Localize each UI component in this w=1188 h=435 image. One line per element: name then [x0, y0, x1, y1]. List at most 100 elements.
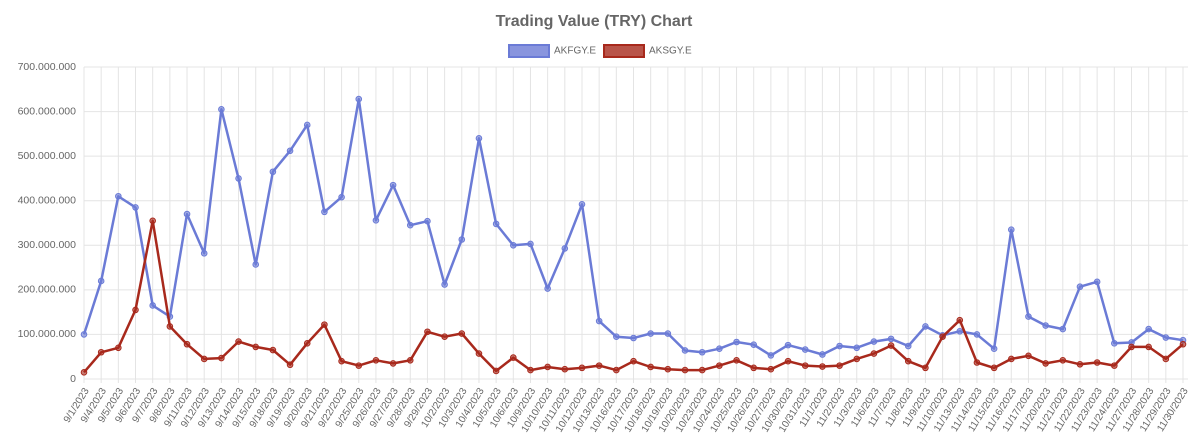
data-point: [716, 345, 723, 352]
data-point: [836, 342, 843, 350]
data-point: [1093, 278, 1101, 286]
y-tick-label: 0: [70, 373, 76, 385]
data-point: [904, 342, 912, 350]
y-tick-label: 600.000.000: [18, 105, 77, 117]
data-point: [1145, 343, 1152, 351]
data-point: [441, 333, 448, 340]
y-tick-label: 700.000.000: [18, 61, 77, 73]
data-point: [716, 362, 723, 369]
data-point: [561, 245, 569, 252]
data-point: [956, 328, 964, 335]
data-point: [235, 175, 242, 182]
data-point: [389, 360, 397, 367]
data-point: [1145, 325, 1152, 333]
data-point: [939, 333, 946, 340]
data-point: [252, 343, 260, 351]
data-point: [595, 317, 603, 325]
data-point: [853, 355, 861, 363]
data-point: [647, 330, 654, 337]
legend-swatch: [603, 44, 645, 58]
legend-label: AKFGY.E: [554, 46, 596, 57]
data-point: [1042, 360, 1049, 367]
data-point: [424, 328, 431, 336]
data-point: [733, 338, 740, 346]
data-point: [801, 346, 809, 353]
data-point: [1162, 334, 1170, 341]
data-point: [578, 200, 586, 208]
y-tick-label: 100.000.000: [18, 328, 77, 340]
data-point: [372, 356, 380, 364]
y-tick-label: 400.000.000: [18, 194, 77, 206]
data-point: [1128, 343, 1135, 351]
data-point: [321, 321, 328, 328]
data-point: [149, 217, 156, 225]
data-point: [1076, 360, 1084, 368]
data-point: [870, 338, 878, 345]
data-point: [441, 281, 448, 288]
data-point: [698, 348, 706, 356]
data-point: [767, 352, 775, 359]
data-point: [235, 338, 242, 345]
data-point: [1179, 340, 1187, 348]
data-point: [1025, 352, 1032, 360]
data-point: [887, 342, 895, 349]
data-point: [424, 217, 431, 225]
data-point: [973, 331, 981, 338]
data-point: [1093, 359, 1101, 366]
data-point: [1111, 340, 1118, 347]
data-point: [630, 357, 637, 365]
data-point: [509, 241, 517, 249]
data-point: [475, 135, 483, 142]
data-point: [389, 181, 397, 189]
data-point: [355, 362, 363, 369]
data-point: [578, 364, 586, 372]
data-point: [1042, 322, 1049, 329]
data-point: [544, 363, 551, 371]
data-point: [750, 364, 758, 372]
data-point: [819, 363, 826, 370]
data-point: [218, 354, 225, 362]
data-point: [801, 362, 809, 369]
data-point: [630, 334, 637, 342]
data-point: [733, 356, 740, 364]
data-point: [664, 365, 672, 373]
data-point: [372, 217, 380, 224]
data-point: [97, 348, 105, 356]
data-point: [115, 192, 122, 200]
data-point: [286, 147, 294, 155]
data-point: [132, 204, 139, 211]
data-point: [80, 369, 88, 376]
data-point: [492, 220, 500, 228]
data-point: [922, 323, 929, 330]
legend-label: AKSGY.E: [649, 46, 692, 57]
data-point: [132, 306, 139, 314]
data-point: [698, 366, 706, 374]
data-point: [475, 350, 483, 357]
data-point: [956, 316, 964, 324]
data-point: [1007, 355, 1015, 363]
data-point: [303, 340, 311, 347]
data-point: [836, 362, 843, 369]
data-point: [647, 363, 654, 371]
data-point: [595, 362, 603, 369]
legend-swatch: [508, 44, 550, 58]
data-point: [183, 210, 191, 218]
data-point: [973, 359, 981, 366]
data-point: [338, 357, 345, 365]
data-point: [115, 344, 122, 352]
data-point: [218, 106, 225, 113]
data-point: [1076, 283, 1084, 291]
data-point: [853, 344, 861, 352]
data-point: [767, 365, 775, 373]
data-point: [166, 323, 174, 330]
data-point: [819, 351, 826, 358]
y-tick-label: 200.000.000: [18, 284, 77, 296]
data-point: [252, 261, 260, 268]
data-point: [664, 330, 672, 337]
data-point: [561, 365, 569, 373]
data-point: [681, 347, 689, 354]
data-point: [406, 356, 414, 364]
data-point: [338, 193, 345, 201]
data-point: [544, 285, 551, 292]
